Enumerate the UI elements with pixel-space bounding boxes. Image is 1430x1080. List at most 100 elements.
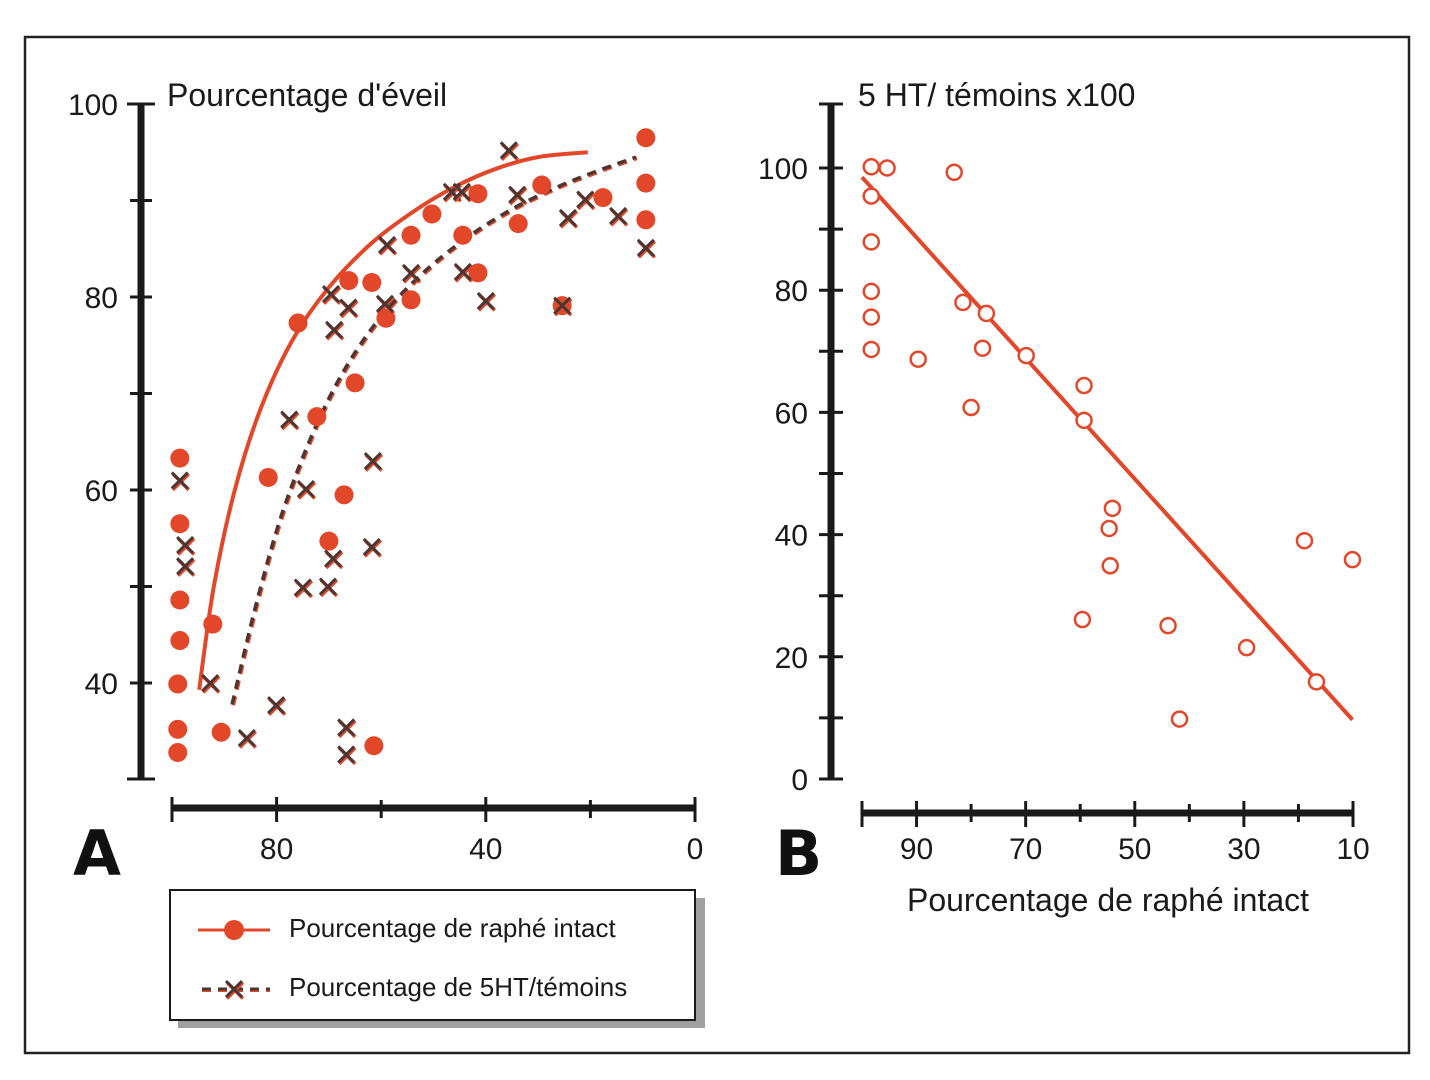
panel-a-5ht-point <box>176 535 196 556</box>
panel-b-point <box>1075 376 1093 395</box>
panel-b: 5 HT/ témoins x100 0 20 40 60 80 100 90 70 50 30… <box>758 77 1370 918</box>
panel-b-point <box>1103 499 1122 518</box>
panel-b-point <box>878 159 896 177</box>
panel-a-x-tick-label: 80 <box>260 833 293 866</box>
panel-a-5ht-point-cross <box>362 537 381 556</box>
panel-b-point <box>962 398 980 417</box>
panel-a-raphe-point <box>453 225 473 245</box>
panel-b-x-axis-label: Pourcentage de raphé intact <box>907 882 1309 918</box>
panel-a-5ht-fit-curve <box>230 155 637 705</box>
panel-a-raphe-point <box>468 263 488 283</box>
panel-a-raphe-point <box>211 722 231 742</box>
panel-a-5ht-point <box>452 182 472 203</box>
panel-a-5ht-point-cross <box>267 696 286 715</box>
panel-b-regression-line <box>860 175 1354 722</box>
panel-a-raphe-point <box>168 719 188 739</box>
panel-a-5ht-point <box>176 557 196 577</box>
panel-a-y-axis: 40 60 80 100 <box>68 89 155 781</box>
panel-a-5ht-point-cross <box>170 471 189 490</box>
panel-a-raphe-point <box>401 225 421 245</box>
legend: Pourcentage de raphé intact Pourcentage … <box>169 889 705 1028</box>
panel-a-5ht-point <box>558 208 579 229</box>
panel-b-point <box>954 293 972 312</box>
panel-a-5ht-point-cross <box>324 549 343 568</box>
panel-b-letter: B <box>775 817 822 890</box>
panel-a-raphe-point <box>170 514 190 534</box>
panel-a-5ht-point-cross <box>339 298 358 317</box>
panel-b-y-axis: 0 20 40 60 80 100 <box>758 102 843 797</box>
panel-a-raphe-point <box>422 204 442 224</box>
panel-a-title: Pourcentage d'éveil <box>167 77 447 113</box>
panel-a-5ht-point-cross <box>280 410 299 429</box>
panel-a-5ht-point-cross <box>476 291 495 310</box>
panel-a-raphe-point <box>288 313 308 333</box>
panel-a-raphe-fit-curve <box>197 150 588 691</box>
panel-a-5ht-point-cross <box>576 190 595 209</box>
panel-a-5ht-point <box>375 294 396 315</box>
panel-a-letter: A <box>73 817 121 890</box>
panel-b-point <box>1343 550 1362 569</box>
panel-a-5ht-point-cross <box>377 235 397 254</box>
panel-b-point <box>862 282 881 301</box>
panel-a-5ht-point-cross <box>609 206 628 225</box>
panel-a-5ht-point-cross <box>636 238 655 257</box>
panel-a-raphe-point <box>168 674 188 694</box>
panel-a-raphe-point <box>334 485 354 505</box>
panel-a-x-tick-label: 0 <box>687 833 704 866</box>
panel-a-5ht-point-cross <box>558 208 577 227</box>
panel-b-x-tick-label: 10 <box>1336 833 1369 866</box>
panel-a-raphe-point <box>364 736 384 756</box>
panel-a-x-tick-label: 40 <box>469 833 502 866</box>
panel-a-5ht-point <box>280 410 300 431</box>
legend-entry-5ht: Pourcentage de 5HT/témoins <box>202 972 627 1002</box>
panel-a-5ht-point-cross <box>337 745 356 764</box>
panel-b-y-tick-label: 0 <box>791 764 808 797</box>
panel-b-point <box>1237 638 1256 657</box>
panel-b-point <box>1295 531 1314 550</box>
panel-a-raphe-point <box>170 448 190 468</box>
panel-b-y-tick-label: 20 <box>775 642 808 675</box>
panel-b-title: 5 HT/ témoins x100 <box>858 77 1135 113</box>
panel-a-raphe-point <box>636 210 656 230</box>
panel-b-x-tick-label: 50 <box>1118 833 1151 866</box>
panel-a-5ht-point <box>324 549 344 570</box>
panel-b-point <box>862 187 881 205</box>
legend-circle-marker-icon <box>224 920 244 940</box>
panel-b-point <box>862 340 881 359</box>
panel-a-5ht-point-cross <box>499 141 518 160</box>
panel-a-5ht-point-cross <box>293 578 312 597</box>
panel-a-5ht-point-cross <box>508 185 527 204</box>
panel-a-5ht-point-cross <box>453 262 472 281</box>
panel-a-5ht-point <box>401 263 422 284</box>
panel-a-raphe-point <box>401 290 421 310</box>
panel-b-points <box>862 158 1362 728</box>
panel-a-raphe-point <box>468 184 488 204</box>
panel-a-5ht-point <box>476 291 497 312</box>
panel-b-point <box>862 158 881 176</box>
legend-entry-raphe: Pourcentage de raphé intact <box>198 913 616 943</box>
panel-a-raphe-point <box>168 742 188 762</box>
panel-a-raphe-point <box>532 175 552 195</box>
panel-a-5ht-point-cross <box>553 296 572 315</box>
panel-a-5ht-fit-curve-shadow <box>231 156 638 706</box>
panel-b-y-tick-label: 80 <box>775 275 808 308</box>
panel-a-5ht-point-cross <box>176 535 195 555</box>
panel-a-5ht-point-cross <box>401 263 421 282</box>
panel-a-5ht-point-cross <box>201 673 220 693</box>
panel-a-5ht-point <box>508 185 528 206</box>
panel-b-point <box>1307 673 1326 691</box>
panel-a-5ht-point-cross <box>363 452 382 471</box>
panel-a-5ht-point <box>362 537 383 558</box>
panel-b-point <box>862 233 881 251</box>
panel-a-5ht-point <box>201 673 221 694</box>
panel-a-5ht-point <box>321 285 342 305</box>
panel-a-5ht-point-cross <box>375 294 394 313</box>
panel-a-5ht-point <box>296 479 317 500</box>
panel-b-x-tick-label: 70 <box>1009 833 1042 866</box>
panel-b-point <box>1075 411 1093 430</box>
panel-a-5ht-point <box>636 238 657 259</box>
panel-b-point <box>1100 519 1118 538</box>
panel-a-5ht-point <box>453 262 474 283</box>
figure-frame <box>23 35 1411 1055</box>
